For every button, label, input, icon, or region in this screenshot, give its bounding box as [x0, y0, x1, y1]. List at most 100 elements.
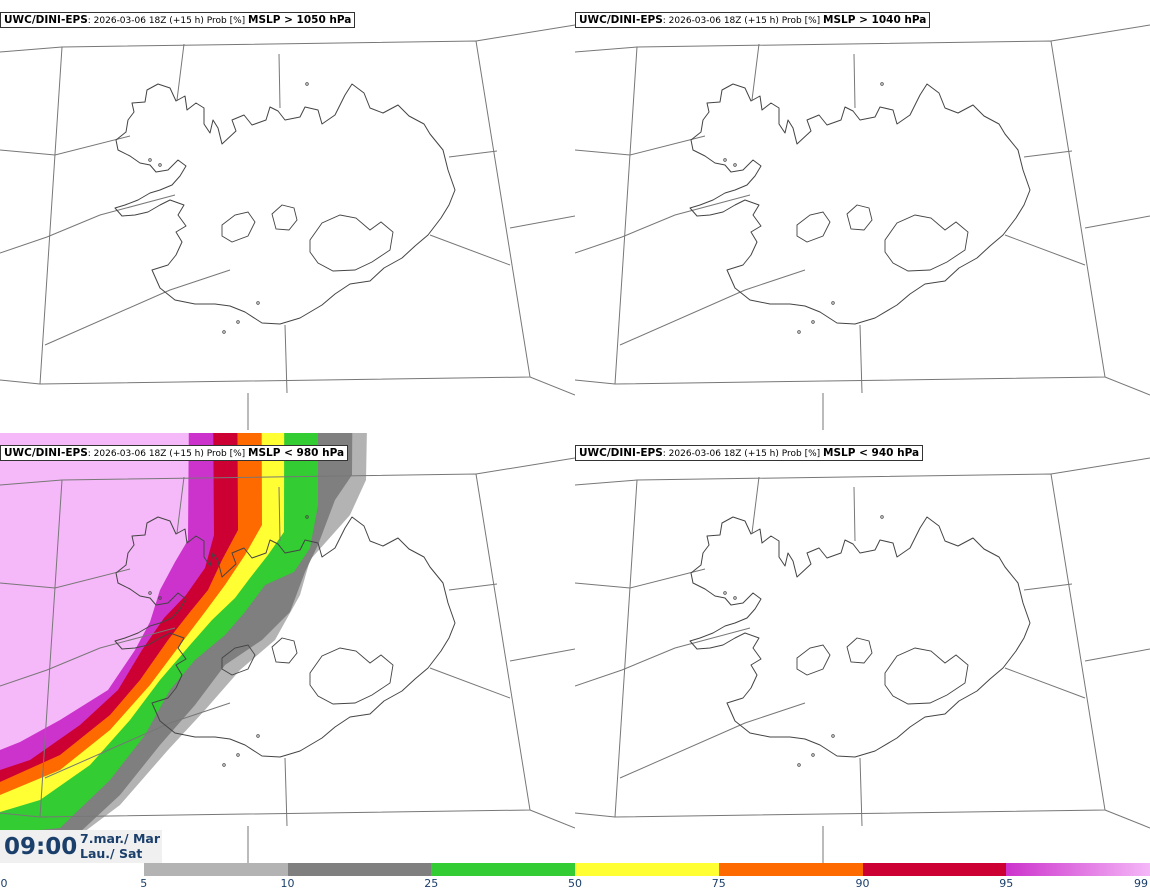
- colorbar-segment: [862, 863, 1007, 876]
- grid-line: [176, 476, 185, 534]
- colorbar-segment: [143, 863, 288, 876]
- map-panel-4: UWC/DINI-EPS: 2026-03-06 18Z (+15 h) Pro…: [575, 433, 1150, 863]
- grid-line: [1084, 215, 1150, 229]
- grid-line: [529, 809, 575, 829]
- small-island: [256, 301, 260, 305]
- colorbar-tick-label: 95: [999, 877, 1014, 890]
- grid-line: [751, 43, 760, 101]
- grid-line: [278, 53, 281, 109]
- grid-line: [429, 667, 511, 699]
- grid-line: [0, 568, 131, 589]
- grid-line: [475, 24, 575, 42]
- glacier-outline: [221, 644, 256, 676]
- glacier-outline: [221, 211, 256, 243]
- grid-line: [46, 627, 176, 671]
- small-island: [733, 596, 737, 600]
- grid-line: [1050, 457, 1150, 475]
- valid-time-box: 09:00 7.mar./ Mar Lau./ Sat: [0, 830, 162, 863]
- valid-time: 09:00: [4, 834, 78, 860]
- run-info: : 2026-03-06 18Z (+15 h) Prob [%]: [87, 449, 249, 459]
- grid-line: [529, 376, 575, 396]
- colorbar-tick-label: 75: [711, 877, 726, 890]
- criterion: MSLP > 1050 hPa: [248, 14, 352, 26]
- colorbar-segment: [575, 863, 720, 876]
- grid-line: [1104, 809, 1150, 829]
- grid-line: [853, 53, 856, 109]
- glacier-outline: [796, 211, 831, 243]
- grid-line: [1084, 648, 1150, 662]
- grid-line: [284, 324, 288, 394]
- grid-line: [0, 379, 41, 385]
- grid-line: [0, 46, 63, 53]
- small-island: [797, 330, 801, 334]
- grid-line: [619, 269, 806, 346]
- grid-line: [575, 479, 638, 486]
- colorbar-segment: [718, 863, 863, 876]
- glacier-outline: [884, 647, 969, 705]
- map-features: [0, 457, 575, 863]
- probability-band-7: [0, 433, 189, 750]
- colorbar-segment: [431, 863, 576, 876]
- grid-line: [1004, 234, 1086, 266]
- grid-line: [619, 702, 806, 779]
- glacier-outline: [309, 214, 394, 272]
- small-island: [811, 753, 815, 757]
- grid-line: [509, 648, 575, 662]
- grid-line: [1004, 667, 1086, 699]
- colorbar-segment: [0, 863, 145, 876]
- colorbar-tick-label: 5: [140, 877, 148, 890]
- grid-line: [575, 379, 616, 385]
- small-island: [158, 163, 162, 167]
- grid-line: [1023, 150, 1073, 158]
- grid-line: [575, 135, 706, 156]
- iceland-coastline: [114, 516, 456, 758]
- small-island: [723, 591, 727, 595]
- small-island: [831, 734, 835, 738]
- run-info: : 2026-03-06 18Z (+15 h) Prob [%]: [662, 449, 824, 459]
- criterion: MSLP < 980 hPa: [248, 447, 345, 459]
- panel-title: UWC/DINI-EPS: 2026-03-06 18Z (+15 h) Pro…: [575, 445, 924, 461]
- iceland-coastline: [114, 83, 456, 325]
- small-island: [236, 320, 240, 324]
- grid-line: [575, 46, 638, 53]
- grid-line: [448, 583, 498, 591]
- map-canvas: [575, 24, 1150, 430]
- grid-line: [0, 812, 41, 818]
- grid-line: [0, 236, 48, 254]
- small-island: [158, 596, 162, 600]
- grid-line: [509, 215, 575, 229]
- glacier-outline: [884, 214, 969, 272]
- grid-line: [859, 757, 863, 827]
- small-island: [148, 591, 152, 595]
- grid-line: [46, 194, 176, 238]
- map-canvas: [0, 433, 575, 863]
- grid-line: [44, 702, 231, 779]
- colorbar-tick-label: 25: [424, 877, 439, 890]
- colorbar-tick-label: 10: [280, 877, 295, 890]
- map-panel-1: UWC/DINI-EPS: 2026-03-06 18Z (+15 h) Pro…: [0, 0, 575, 430]
- small-island: [222, 763, 226, 767]
- map-canvas: [575, 457, 1150, 863]
- colorbar-tick-label: 50: [568, 877, 582, 890]
- colorbar-tick-label: 99: [1134, 877, 1148, 890]
- small-island: [811, 320, 815, 324]
- colorbar-segment: [1006, 863, 1150, 876]
- grid-line: [575, 669, 623, 687]
- glacier-outline: [271, 637, 298, 664]
- small-island: [236, 753, 240, 757]
- map-panel-2: UWC/DINI-EPS: 2026-03-06 18Z (+15 h) Pro…: [575, 0, 1150, 430]
- small-island: [305, 82, 309, 86]
- grid-line: [44, 269, 231, 346]
- model-name: UWC/DINI-EPS: [579, 14, 663, 26]
- grid-line: [429, 234, 511, 266]
- panel-title: UWC/DINI-EPS: 2026-03-06 18Z (+15 h) Pro…: [0, 12, 356, 28]
- grid-line: [859, 324, 863, 394]
- small-island: [256, 734, 260, 738]
- grid-line: [621, 627, 751, 671]
- small-island: [222, 330, 226, 334]
- grid-line: [575, 236, 623, 254]
- grid-line: [0, 479, 63, 486]
- valid-date: 7.mar./ Mar: [80, 831, 160, 846]
- model-name: UWC/DINI-EPS: [4, 447, 88, 459]
- small-island: [831, 301, 835, 305]
